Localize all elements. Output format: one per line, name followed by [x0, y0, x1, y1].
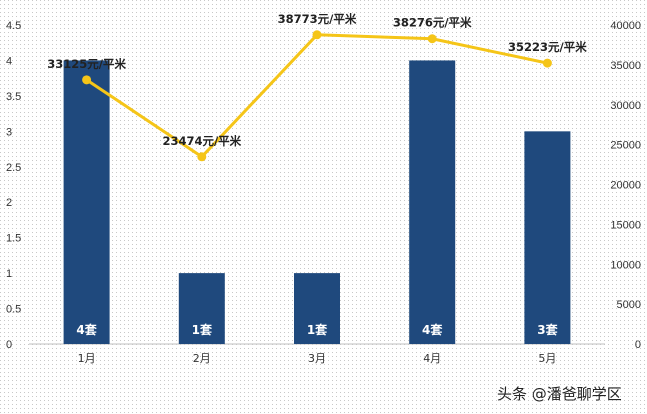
bar: [178, 273, 225, 344]
x-axis-ticks: 1月 2月 3月 4月 5月: [78, 352, 557, 365]
price-point: [427, 34, 437, 44]
x-axis-tick-label: 2月: [193, 352, 211, 365]
x-axis-tick-label: 4月: [423, 352, 441, 365]
left-axis-tick-label: 4: [6, 55, 12, 67]
price-point: [82, 75, 92, 85]
price-point: [312, 30, 322, 40]
price-data-label: 23474元/平米: [162, 134, 241, 148]
right-axis-tick-label: 15000: [610, 219, 641, 231]
right-axis-tick-label: 25000: [610, 140, 641, 152]
price-data-label: 35223元/平米: [508, 40, 587, 54]
right-axis-tick-label: 20000: [610, 180, 641, 192]
left-axis-tick-label: 3: [6, 126, 12, 138]
right-axis-tick-label: 5000: [617, 299, 641, 311]
left-axis-tick-label: 2: [6, 197, 12, 209]
bar-series: [63, 60, 571, 344]
x-axis-tick-label: 3月: [308, 352, 326, 365]
bar: [294, 273, 340, 344]
right-axis-tick-label: 0: [635, 339, 641, 351]
left-axis-tick-label: 1: [6, 268, 12, 280]
left-axis-tick-label: 3.5: [6, 91, 21, 103]
right-axis-ticks: 0 5000 10000 15000 20000 25000 30000 35000 40000: [610, 20, 641, 351]
price-point: [197, 152, 207, 162]
right-axis-tick-label: 10000: [610, 259, 641, 271]
left-axis-tick-label: 0.5: [6, 304, 21, 316]
left-axis-ticks: 0 0.5 1 1.5 2 2.5 3 3.5 4 4.5: [6, 20, 21, 351]
bar: [524, 131, 571, 344]
bar-data-label: 4套: [422, 322, 443, 337]
bar: [409, 60, 456, 344]
x-axis-tick-label: 5月: [538, 352, 556, 365]
left-axis-tick-label: 0: [6, 339, 12, 351]
bar-data-labels: 4套 1套 1套 4套 3套: [76, 322, 558, 337]
left-axis-tick-label: 4.5: [6, 20, 21, 32]
right-axis-tick-label: 35000: [610, 60, 641, 72]
price-data-label: 33125元/平米: [47, 57, 126, 71]
bar-data-label: 4套: [76, 322, 97, 337]
bar-data-label: 1套: [192, 322, 213, 337]
right-axis-tick-label: 30000: [610, 100, 641, 112]
price-line-series: [82, 30, 552, 162]
bar-data-label: 3套: [537, 322, 558, 337]
watermark-text: 头条 @潘爸聊学区: [497, 385, 622, 403]
price-data-labels: 33125元/平米 23474元/平米 38773元/平米 38276元/平米 3522…: [47, 12, 587, 148]
left-axis-tick-label: 2.5: [6, 162, 21, 174]
right-axis-tick-label: 40000: [610, 20, 641, 32]
bar-data-label: 1套: [307, 322, 328, 337]
x-axis-tick-label: 1月: [78, 352, 96, 365]
price-data-label: 38773元/平米: [278, 12, 357, 26]
price-data-label: 38276元/平米: [393, 16, 472, 30]
left-axis-tick-label: 1.5: [6, 233, 21, 245]
bar: [63, 60, 110, 344]
price-point: [542, 58, 552, 68]
